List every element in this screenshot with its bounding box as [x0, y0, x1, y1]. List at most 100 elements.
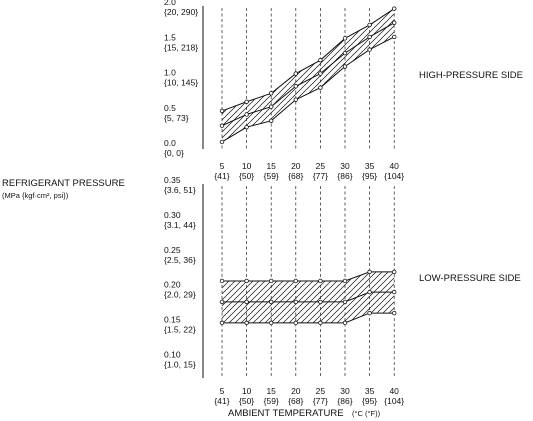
- high-data-point: [318, 71, 323, 76]
- high-xtick-sub: {41}: [214, 171, 229, 181]
- low-xtick-label: 35: [365, 386, 375, 396]
- low-series-line-0: [222, 271, 395, 282]
- high-ytick-sub: {15, 218}: [164, 42, 198, 52]
- low-xtick-label: 25: [316, 386, 326, 396]
- low-data-point: [293, 320, 298, 326]
- low-xtick-label: 40: [389, 386, 399, 396]
- high-ytick-sub: {10, 145}: [164, 78, 198, 88]
- high-data-point: [244, 99, 249, 104]
- high-data-point: [293, 71, 298, 76]
- high-data-point: [392, 6, 397, 11]
- high-ytick-label: 2.0: [164, 0, 176, 7]
- low-data-point: [342, 299, 348, 305]
- high-xtick-sub: {59}: [264, 171, 279, 181]
- low-data-point: [269, 278, 274, 284]
- x-axis-unit: (°C (°F)): [352, 409, 381, 418]
- high-ytick-sub: {20, 290}: [164, 7, 198, 17]
- low-xtick-sub: {104}: [384, 396, 404, 406]
- low-data-point: [269, 320, 274, 326]
- high-data-point: [392, 20, 397, 26]
- low-xtick-label: 20: [291, 386, 301, 396]
- low-data-point: [244, 278, 249, 284]
- low-data-point: [219, 299, 225, 305]
- y-axis-label: REFRIGERANT PRESSURE: [2, 178, 125, 189]
- high-ytick-label: 1.5: [164, 32, 176, 42]
- low-data-point: [367, 310, 372, 316]
- low-pressure-band: [222, 271, 395, 323]
- low-xtick-label: 5: [220, 386, 225, 396]
- high-xtick-sub: {95}: [362, 171, 377, 181]
- high-pressure-title: HIGH-PRESSURE SIDE: [419, 70, 523, 81]
- low-series-line-1: [222, 291, 395, 303]
- high-data-point: [367, 34, 372, 40]
- high-data-point: [219, 108, 225, 114]
- low-pressure-panel: 0.35{3.6, 51} 0.30{3.1, 44} 0.25{2.5, 36} 0…: [164, 175, 521, 406]
- high-xtick-sub: {77}: [313, 171, 328, 181]
- high-xtick-label: 10: [242, 161, 252, 171]
- low-ytick-sub: {2.5, 36}: [164, 255, 196, 265]
- low-xtick-sub: {59}: [264, 396, 279, 406]
- low-ytick-sub: {1.5, 22}: [164, 325, 196, 335]
- low-data-point: [392, 310, 397, 316]
- high-data-point: [244, 124, 249, 130]
- low-data-point: [367, 289, 372, 295]
- low-data-point: [219, 320, 225, 326]
- low-series-line-2: [222, 312, 395, 324]
- low-xtick-sub: {95}: [362, 396, 377, 406]
- high-ytick-sub: {5, 73}: [164, 113, 189, 123]
- low-pressure-title: LOW-PRESSURE SIDE: [419, 273, 521, 284]
- low-data-point: [219, 278, 225, 284]
- high-data-point: [367, 22, 372, 28]
- low-ytick-label: 0.15: [164, 315, 181, 325]
- low-data-point: [392, 269, 397, 275]
- low-xtick-label: 10: [242, 386, 252, 396]
- high-xtick-label: 40: [389, 161, 399, 171]
- high-ytick-label: 1.0: [164, 68, 176, 78]
- low-xtick-sub: {77}: [313, 396, 328, 406]
- high-series-line-2: [221, 36, 395, 143]
- high-data-point: [342, 50, 348, 56]
- high-xtick-label: 20: [291, 161, 301, 171]
- low-ytick-label: 0.10: [164, 350, 181, 360]
- low-data-point: [367, 269, 372, 275]
- x-axis-label: AMBIENT TEMPERATURE: [228, 408, 344, 419]
- low-data-point: [269, 299, 274, 305]
- low-data-point: [293, 299, 298, 305]
- low-ytick-sub: {3.1, 44}: [164, 220, 196, 230]
- low-xtick-sub: {86}: [337, 396, 352, 406]
- low-data-point: [244, 320, 249, 326]
- high-pressure-band: [222, 8, 395, 142]
- high-data-point: [244, 112, 249, 117]
- high-data-point: [219, 139, 225, 145]
- high-data-point: [293, 97, 298, 102]
- high-xtick-label: 5: [220, 161, 225, 171]
- low-ytick-label: 0.30: [164, 210, 181, 220]
- high-data-point: [367, 47, 372, 52]
- high-data-point: [392, 34, 397, 40]
- low-xtick-sub: {50}: [239, 396, 254, 406]
- high-data-point: [219, 123, 225, 128]
- high-pressure-panel: 2.0{20, 290}1.5{15, 218}1.0{10, 145}0.5{…: [164, 0, 523, 181]
- low-data-point: [244, 299, 249, 305]
- high-xtick-label: 30: [340, 161, 350, 171]
- high-series-line-0: [221, 8, 395, 112]
- low-data-point: [318, 320, 323, 326]
- high-xtick-label: 35: [365, 161, 375, 171]
- low-xtick-label: 15: [266, 386, 276, 396]
- low-ytick-label: 0.25: [164, 245, 181, 255]
- high-data-point: [342, 36, 348, 41]
- high-xtick-label: 15: [266, 161, 276, 171]
- high-xtick-sub: {50}: [239, 171, 254, 181]
- y-axis-unit: (MPa {kgf·cm², psi}): [2, 191, 69, 200]
- high-xtick-sub: {86}: [337, 171, 352, 181]
- low-data-point: [318, 299, 323, 305]
- low-ytick-sub: {1.0, 15}: [164, 360, 196, 370]
- high-xtick-sub: {68}: [288, 171, 303, 181]
- high-ytick-label: 0.5: [164, 103, 176, 113]
- high-data-point: [318, 85, 323, 90]
- low-ytick-label: 0.35: [164, 175, 181, 185]
- high-xtick-sub: {104}: [384, 171, 404, 181]
- high-ytick-label: 0.0: [164, 138, 176, 148]
- low-xtick-sub: {41}: [214, 396, 229, 406]
- high-xtick-label: 25: [316, 161, 326, 171]
